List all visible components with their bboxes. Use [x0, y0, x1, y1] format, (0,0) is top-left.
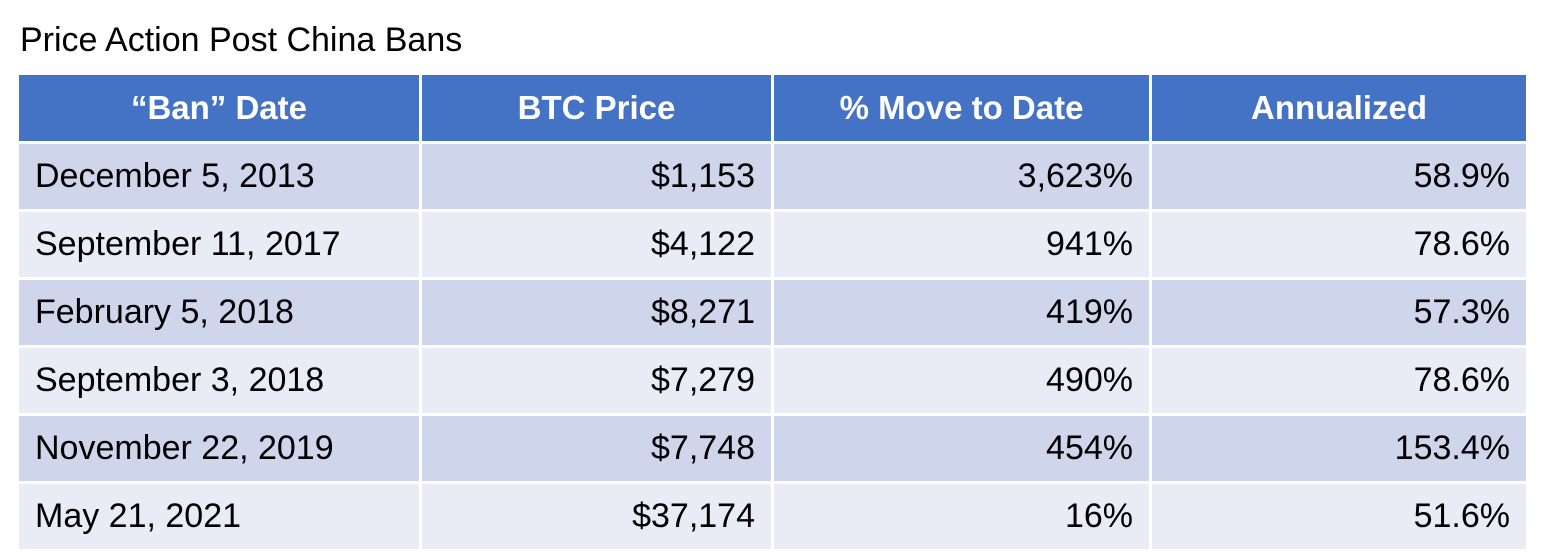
- cell-ban-date: November 22, 2019: [16, 413, 422, 484]
- table-row: September 11, 2017 $4,122 941% 78.6%: [16, 209, 1529, 280]
- cell-ban-date: December 5, 2013: [16, 141, 422, 212]
- cell-ban-date: September 3, 2018: [16, 345, 422, 416]
- cell-annualized: 78.6%: [1149, 345, 1529, 416]
- cell-annualized: 78.6%: [1149, 209, 1529, 280]
- column-header-ban-date: “Ban” Date: [16, 72, 422, 144]
- header-row: “Ban” Date BTC Price % Move to Date Annu…: [16, 72, 1529, 144]
- cell-ban-date: May 21, 2021: [16, 481, 422, 552]
- column-header-btc-price: BTC Price: [419, 72, 774, 144]
- cell-move-to-date: 941%: [771, 209, 1152, 280]
- cell-move-to-date: 490%: [771, 345, 1152, 416]
- cell-annualized: 51.6%: [1149, 481, 1529, 552]
- cell-move-to-date: 16%: [771, 481, 1152, 552]
- table-row: September 3, 2018 $7,279 490% 78.6%: [16, 345, 1529, 416]
- table-row: February 5, 2018 $8,271 419% 57.3%: [16, 277, 1529, 348]
- cell-annualized: 153.4%: [1149, 413, 1529, 484]
- table-title: Price Action Post China Bans: [20, 21, 463, 59]
- cell-btc-price: $1,153: [419, 141, 774, 212]
- cell-ban-date: February 5, 2018: [16, 277, 422, 348]
- cell-btc-price: $7,279: [419, 345, 774, 416]
- cell-annualized: 57.3%: [1149, 277, 1529, 348]
- table-row: May 21, 2021 $37,174 16% 51.6%: [16, 481, 1529, 552]
- column-header-annualized: Annualized: [1149, 72, 1529, 144]
- cell-btc-price: $8,271: [419, 277, 774, 348]
- price-action-table: “Ban” Date BTC Price % Move to Date Annu…: [16, 72, 1529, 552]
- cell-btc-price: $37,174: [419, 481, 774, 552]
- cell-move-to-date: 419%: [771, 277, 1152, 348]
- table-row: December 5, 2013 $1,153 3,623% 58.9%: [16, 141, 1529, 212]
- cell-ban-date: September 11, 2017: [16, 209, 422, 280]
- cell-annualized: 58.9%: [1149, 141, 1529, 212]
- cell-btc-price: $7,748: [419, 413, 774, 484]
- cell-move-to-date: 454%: [771, 413, 1152, 484]
- cell-btc-price: $4,122: [419, 209, 774, 280]
- cell-move-to-date: 3,623%: [771, 141, 1152, 212]
- column-header-move-to-date: % Move to Date: [771, 72, 1152, 144]
- table-row: November 22, 2019 $7,748 454% 153.4%: [16, 413, 1529, 484]
